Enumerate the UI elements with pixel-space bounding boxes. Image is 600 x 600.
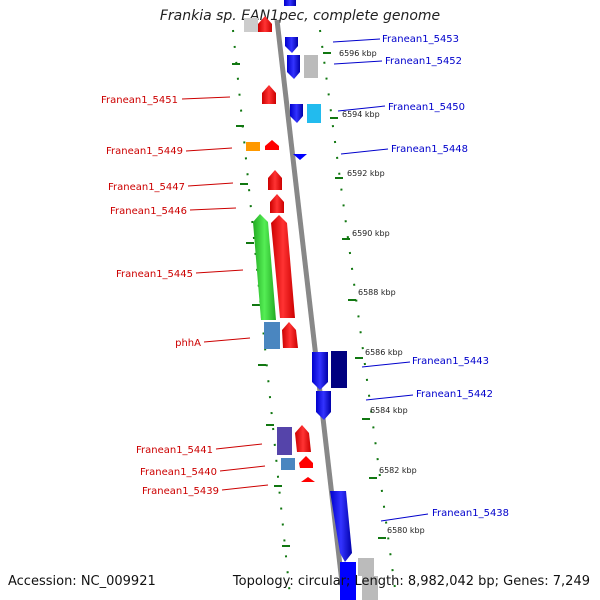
gene-label[interactable]: phhA <box>175 338 201 349</box>
genome-stats-text: Topology: circular; Length: 8,982,042 bp… <box>232 574 590 589</box>
gene-box[interactable] <box>244 18 258 32</box>
gene-label[interactable]: Franean1_5441 <box>136 445 213 456</box>
kbp-tick-label: 6582 kbp <box>379 466 417 475</box>
gene-arrow[interactable] <box>271 215 295 318</box>
gene-box[interactable] <box>340 562 356 600</box>
gene-arrow[interactable] <box>258 16 272 32</box>
kbp-tick-label: 6580 kbp <box>387 526 425 535</box>
gene-box[interactable] <box>358 558 374 576</box>
gene-label[interactable]: Franean1_5451 <box>101 95 178 106</box>
gene-arrow[interactable] <box>290 104 303 123</box>
gene-arrow[interactable] <box>253 214 276 320</box>
gene-arrow[interactable] <box>270 194 284 213</box>
gene-arrow[interactable] <box>284 0 296 6</box>
kbp-tick-label: 6590 kbp <box>352 229 390 238</box>
gene-label[interactable]: Franean1_5440 <box>140 467 217 478</box>
gene-label[interactable]: Franean1_5443 <box>412 356 489 367</box>
gene-features-reverse <box>284 0 378 600</box>
kbp-tick-label: 6594 kbp <box>342 110 380 119</box>
kbp-tick-label: 6592 kbp <box>347 169 385 178</box>
kbp-tick-label: 6586 kbp <box>365 348 403 357</box>
gene-arrow[interactable] <box>293 154 307 160</box>
gene-label[interactable]: Franean1_5453 <box>382 34 459 45</box>
gene-box[interactable] <box>264 322 280 349</box>
gene-box[interactable] <box>331 351 347 388</box>
gene-label[interactable]: Franean1_5450 <box>388 102 465 113</box>
gene-label[interactable]: Franean1_5446 <box>110 206 187 217</box>
gene-arrow[interactable] <box>265 140 279 150</box>
gene-arrow[interactable] <box>316 391 331 420</box>
accession-text: Accession: NC_009921 <box>8 574 156 589</box>
gene-label[interactable]: Franean1_5445 <box>116 269 193 280</box>
kbp-tick-label: 6596 kbp <box>339 49 377 58</box>
gene-arrow[interactable] <box>295 425 311 452</box>
kbp-tick-label: 6584 kbp <box>370 406 408 415</box>
gene-box[interactable] <box>277 427 292 455</box>
gene-box[interactable] <box>307 104 321 123</box>
left-major-ticks <box>232 63 290 547</box>
gene-arrow[interactable] <box>268 170 282 190</box>
gene-label[interactable]: Franean1_5448 <box>391 144 468 155</box>
gene-box[interactable] <box>362 576 378 600</box>
gene-arrow[interactable] <box>262 85 276 104</box>
gene-arrow[interactable] <box>287 55 300 79</box>
gene-arrow[interactable] <box>299 456 313 468</box>
gene-features-forward <box>244 16 315 482</box>
gene-arrow[interactable] <box>330 491 352 562</box>
genome-title: Frankia sp. EAN1pec, complete genome <box>159 8 441 24</box>
gene-box[interactable] <box>304 55 318 78</box>
gene-arrow[interactable] <box>285 37 298 53</box>
gene-label[interactable]: Franean1_5447 <box>108 182 185 193</box>
gene-label[interactable]: Franean1_5449 <box>106 146 183 157</box>
gene-arrow[interactable] <box>282 322 298 348</box>
right-major-ticks <box>323 52 386 539</box>
gene-label[interactable]: Franean1_5439 <box>142 486 219 497</box>
gene-label[interactable]: Franean1_5442 <box>416 389 493 400</box>
gene-arrow[interactable] <box>301 477 315 482</box>
gene-label[interactable]: Franean1_5438 <box>432 508 509 519</box>
gene-box[interactable] <box>281 458 295 470</box>
left-leaders <box>181 96 269 491</box>
gene-label[interactable]: Franean1_5452 <box>385 56 462 67</box>
gene-box[interactable] <box>246 142 260 151</box>
kbp-tick-label: 6588 kbp <box>358 288 396 297</box>
gene-arrow[interactable] <box>312 352 328 390</box>
right-leaders <box>332 38 429 522</box>
